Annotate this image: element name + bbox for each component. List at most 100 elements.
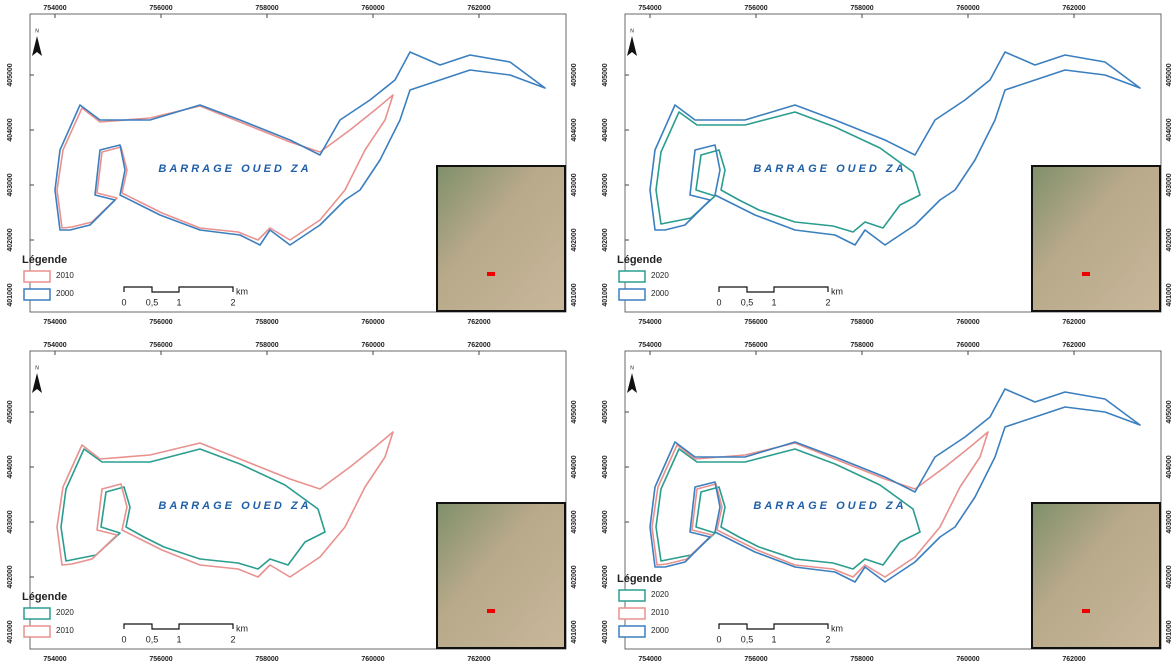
legend-label: 2000 [651, 626, 669, 635]
y-tick-label: 405000 [1166, 63, 1173, 86]
y-tick-label: 402000 [602, 228, 609, 251]
x-tick-label: 756000 [744, 656, 767, 662]
scale-label: 1 [176, 634, 181, 644]
inset-marker [487, 609, 495, 613]
y-tick-label: 403000 [571, 510, 578, 533]
north-label: N [630, 365, 634, 371]
lake-label: BARRAGE OUED ZA [158, 163, 311, 175]
y-tick-label: 405000 [1166, 400, 1173, 423]
y-tick-label: 405000 [571, 400, 578, 423]
x-tick-label: 756000 [744, 319, 767, 326]
legend-swatch [619, 271, 645, 282]
y-tick-label: 401000 [571, 283, 578, 306]
scale-label: 2 [825, 634, 830, 644]
y-tick-label: 401000 [7, 620, 14, 643]
y-tick-label: 404000 [602, 455, 609, 478]
x-tick-label: 756000 [744, 342, 767, 349]
scale-unit: km [236, 286, 248, 296]
x-tick-label: 756000 [149, 342, 172, 349]
x-tick-label: 754000 [638, 342, 661, 349]
scale-label: 0,5 [741, 634, 754, 644]
y-tick-label: 401000 [7, 283, 14, 306]
y-tick-label: 403000 [7, 173, 14, 196]
y-tick-label: 403000 [602, 173, 609, 196]
x-tick-label: 754000 [638, 319, 661, 326]
x-tick-label: 756000 [744, 5, 767, 12]
scale-label: 2 [230, 634, 235, 644]
y-tick-label: 402000 [602, 565, 609, 588]
legend-swatch [619, 289, 645, 300]
y-tick-label: 402000 [7, 565, 14, 588]
x-tick-label: 754000 [638, 656, 661, 662]
y-tick-label: 403000 [602, 510, 609, 533]
scale-unit: km [236, 623, 248, 633]
y-tick-label: 401000 [602, 620, 609, 643]
x-tick-label: 758000 [255, 342, 278, 349]
map-panel: 7540007540007560007560007580007580007600… [7, 5, 578, 326]
x-tick-label: 758000 [850, 342, 873, 349]
legend-swatch [24, 608, 50, 619]
y-tick-label: 404000 [571, 455, 578, 478]
legend-swatch [24, 271, 50, 282]
scale-label: 2 [825, 297, 830, 307]
legend-title: Légende [22, 591, 67, 603]
scale-unit: km [831, 623, 843, 633]
x-tick-label: 760000 [361, 342, 384, 349]
scale-label: 0 [121, 634, 126, 644]
y-tick-label: 404000 [571, 118, 578, 141]
x-tick-label: 760000 [361, 656, 384, 662]
scale-label: 0,5 [146, 297, 159, 307]
x-tick-label: 756000 [149, 319, 172, 326]
x-tick-label: 756000 [149, 5, 172, 12]
y-tick-label: 405000 [7, 63, 14, 86]
y-tick-label: 401000 [1166, 620, 1173, 643]
legend-label: 2000 [651, 289, 669, 298]
x-tick-label: 760000 [956, 656, 979, 662]
x-tick-label: 754000 [43, 5, 66, 12]
x-tick-label: 758000 [850, 5, 873, 12]
north-label: N [630, 28, 634, 34]
y-tick-label: 402000 [1166, 565, 1173, 588]
x-tick-label: 762000 [1062, 656, 1085, 662]
scale-label: 1 [771, 634, 776, 644]
map-panel: 7540007540007560007560007580007580007600… [602, 342, 1173, 662]
x-tick-label: 756000 [149, 656, 172, 662]
lake-label: BARRAGE OUED ZA [753, 500, 906, 512]
y-tick-label: 405000 [571, 63, 578, 86]
legend-label: 2010 [651, 608, 669, 617]
scale-label: 0 [716, 634, 721, 644]
y-tick-label: 403000 [7, 510, 14, 533]
lake-label: BARRAGE OUED ZA [158, 500, 311, 512]
y-tick-label: 403000 [1166, 510, 1173, 533]
legend-label: 2000 [56, 289, 74, 298]
legend-swatch [24, 289, 50, 300]
y-tick-label: 402000 [1166, 228, 1173, 251]
legend-swatch [24, 626, 50, 637]
x-tick-label: 760000 [956, 342, 979, 349]
x-tick-label: 762000 [1062, 319, 1085, 326]
legend-label: 2010 [56, 626, 74, 635]
scale-label: 1 [771, 297, 776, 307]
legend-label: 2020 [651, 590, 669, 599]
inset-image [1032, 503, 1160, 648]
x-tick-label: 758000 [255, 656, 278, 662]
y-tick-label: 401000 [571, 620, 578, 643]
legend-swatch [619, 590, 645, 601]
y-tick-label: 404000 [7, 118, 14, 141]
y-tick-label: 405000 [7, 400, 14, 423]
x-tick-label: 762000 [1062, 5, 1085, 12]
inset-marker [1082, 609, 1090, 613]
y-tick-label: 404000 [7, 455, 14, 478]
scale-label: 0,5 [741, 297, 754, 307]
inset-image [437, 166, 565, 311]
x-tick-label: 760000 [361, 319, 384, 326]
map-panel: 7540007540007560007560007580007580007600… [602, 5, 1173, 326]
x-tick-label: 762000 [467, 656, 490, 662]
legend-title: Légende [617, 573, 662, 585]
y-tick-label: 405000 [602, 63, 609, 86]
y-tick-label: 405000 [602, 400, 609, 423]
x-tick-label: 762000 [467, 319, 490, 326]
y-tick-label: 403000 [571, 173, 578, 196]
x-tick-label: 762000 [467, 5, 490, 12]
inset-marker [1082, 272, 1090, 276]
